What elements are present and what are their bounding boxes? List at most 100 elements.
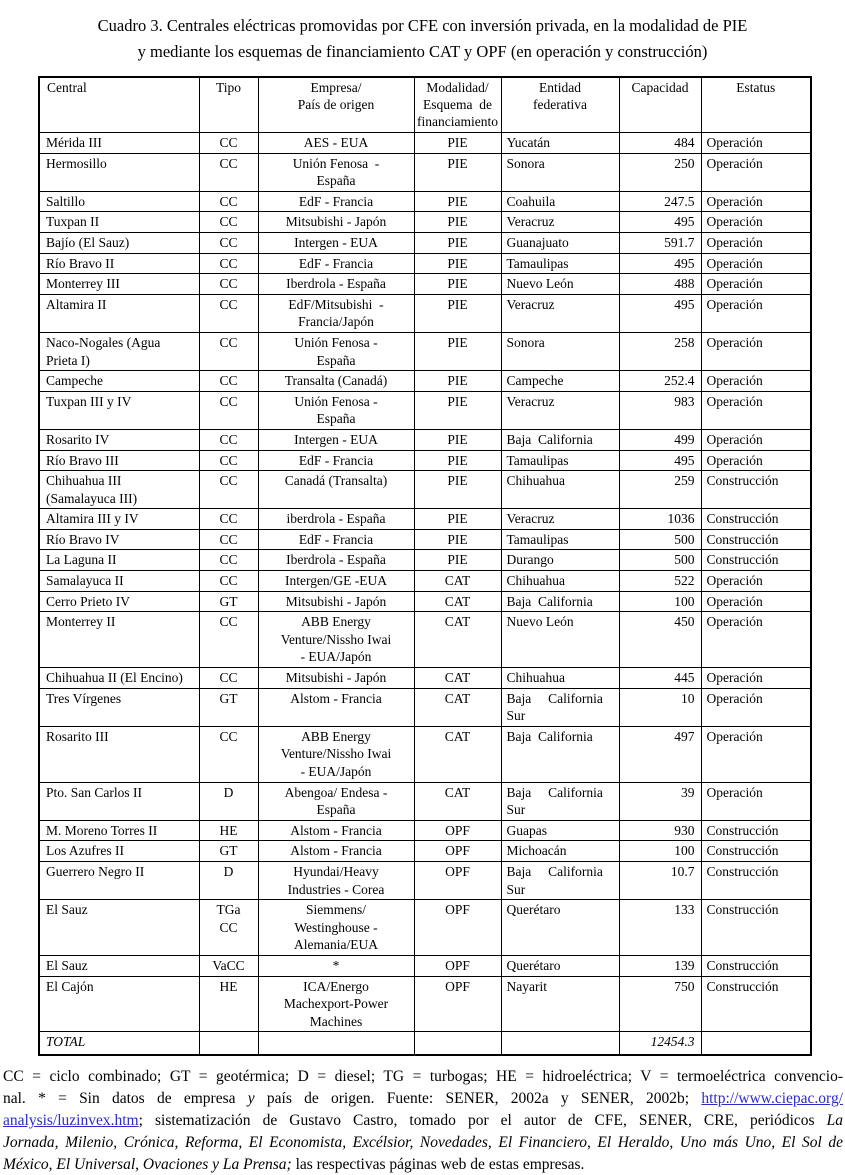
source-link[interactable]: analysis/luzinvex.htm bbox=[3, 1112, 139, 1129]
cell-estatus: Operación bbox=[701, 153, 811, 191]
cell-entidad: Veracruz bbox=[501, 212, 619, 233]
column-header-modalidad: Modalidad/ Esquema de financiamiento bbox=[414, 77, 501, 133]
footnote-text: ; sistematización de Gustavo Castro, tom… bbox=[139, 1112, 827, 1129]
cell-empresa: Unión Fenosa - España bbox=[258, 391, 414, 429]
cell-modalidad: PIE bbox=[414, 509, 501, 530]
cell-empresa: Unión Fenosa - España bbox=[258, 153, 414, 191]
title-line: y mediante los esquemas de financiamient… bbox=[0, 39, 845, 65]
cell-estatus: Operación bbox=[701, 668, 811, 689]
cell-capacidad: 500 bbox=[619, 529, 701, 550]
cell-tipo: CC bbox=[199, 274, 258, 295]
cell-empresa: Intergen - EUA bbox=[258, 429, 414, 450]
cell-estatus: Construcción bbox=[701, 976, 811, 1032]
cell-capacidad: 495 bbox=[619, 450, 701, 471]
cell-empresa: EdF - Francia bbox=[258, 191, 414, 212]
cell-entidad: Baja California bbox=[501, 726, 619, 782]
cell-capacidad: 983 bbox=[619, 391, 701, 429]
cell-estatus: Construcción bbox=[701, 955, 811, 976]
cell-empresa: AES - EUA bbox=[258, 133, 414, 154]
cell-capacidad: 10 bbox=[619, 688, 701, 726]
footnote-text: nal. * = Sin datos de empresa bbox=[3, 1090, 248, 1107]
column-header-empresa: Empresa/ País de origen bbox=[258, 77, 414, 133]
cell-tipo: CC bbox=[199, 232, 258, 253]
cell-capacidad: 250 bbox=[619, 153, 701, 191]
cell-central: Monterrey III bbox=[39, 274, 199, 295]
cell-empresa: EdF - Francia bbox=[258, 450, 414, 471]
cell-central: El Cajón bbox=[39, 976, 199, 1032]
cell-modalidad: OPF bbox=[414, 976, 501, 1032]
source-link[interactable]: http://www.ciepac.org/ bbox=[701, 1090, 843, 1107]
cell-modalidad: CAT bbox=[414, 591, 501, 612]
cell-capacidad: 495 bbox=[619, 253, 701, 274]
cell-modalidad: PIE bbox=[414, 371, 501, 392]
footnote-line: CC = ciclo combinado; GT = geotérmica; D… bbox=[3, 1066, 843, 1088]
cell-central: Chihuahua III (Samalayuca III) bbox=[39, 471, 199, 509]
cell-entidad: Baja California Sur bbox=[501, 782, 619, 820]
cell-estatus: Operación bbox=[701, 371, 811, 392]
cell-estatus: Construcción bbox=[701, 550, 811, 571]
cell-capacidad: 100 bbox=[619, 591, 701, 612]
cell-tipo: CC bbox=[199, 371, 258, 392]
cell-estatus: Construcción bbox=[701, 900, 811, 956]
cell-modalidad: PIE bbox=[414, 550, 501, 571]
cell-estatus: Operación bbox=[701, 450, 811, 471]
cell-capacidad: 39 bbox=[619, 782, 701, 820]
cell-central: Samalayuca II bbox=[39, 571, 199, 592]
cell-capacidad: 10.7 bbox=[619, 861, 701, 899]
footnote-line: México, El Universal, Ovaciones y La Pre… bbox=[3, 1154, 843, 1175]
cell-entidad: Tamaulipas bbox=[501, 450, 619, 471]
cell-empresa: Mitsubishi - Japón bbox=[258, 212, 414, 233]
cell-capacidad: 495 bbox=[619, 294, 701, 332]
cell-central: Naco-Nogales (Agua Prieta I) bbox=[39, 332, 199, 370]
cell-empresa: ABB Energy Venture/Nissho Iwai - EUA/Jap… bbox=[258, 726, 414, 782]
cell-empresa: EdF - Francia bbox=[258, 253, 414, 274]
cell-central: Hermosillo bbox=[39, 153, 199, 191]
cell-modalidad: OPF bbox=[414, 861, 501, 899]
cell-modalidad: PIE bbox=[414, 391, 501, 429]
cell-central: Rosarito III bbox=[39, 726, 199, 782]
footnote-line: Jornada, Milenio, Crónica, Reforma, El E… bbox=[3, 1132, 843, 1154]
cell-empresa: EdF - Francia bbox=[258, 529, 414, 550]
cell-entidad: Baja California bbox=[501, 591, 619, 612]
cell-modalidad: OPF bbox=[414, 820, 501, 841]
cell-capacidad: 100 bbox=[619, 841, 701, 862]
cell-central: M. Moreno Torres II bbox=[39, 820, 199, 841]
cell-modalidad: CAT bbox=[414, 612, 501, 668]
cell-capacidad: 930 bbox=[619, 820, 701, 841]
column-header-entidad: Entidad federativa bbox=[501, 77, 619, 133]
cell-central: Cerro Prieto IV bbox=[39, 591, 199, 612]
cell-entidad: Nayarit bbox=[501, 976, 619, 1032]
cell-entidad: Chihuahua bbox=[501, 668, 619, 689]
cell-central: Bajío (El Sauz) bbox=[39, 232, 199, 253]
cell-capacidad: 750 bbox=[619, 976, 701, 1032]
cell-central: Tuxpan III y IV bbox=[39, 391, 199, 429]
total-empty-cell bbox=[414, 1032, 501, 1056]
cell-tipo: CC bbox=[199, 726, 258, 782]
cell-entidad: Guanajuato bbox=[501, 232, 619, 253]
cell-tipo: CC bbox=[199, 133, 258, 154]
cell-estatus: Operación bbox=[701, 429, 811, 450]
cell-empresa: iberdrola - España bbox=[258, 509, 414, 530]
footnote-text: CC = ciclo combinado; GT = geotérmica; D… bbox=[3, 1068, 843, 1085]
cell-central: Río Bravo III bbox=[39, 450, 199, 471]
cell-estatus: Operación bbox=[701, 391, 811, 429]
cell-empresa: Alstom - Francia bbox=[258, 841, 414, 862]
cell-tipo: VaCC bbox=[199, 955, 258, 976]
cell-central: Tres Vírgenes bbox=[39, 688, 199, 726]
cell-capacidad: 247.5 bbox=[619, 191, 701, 212]
cell-capacidad: 522 bbox=[619, 571, 701, 592]
cell-tipo: CC bbox=[199, 391, 258, 429]
cell-estatus: Operación bbox=[701, 571, 811, 592]
cell-capacidad: 497 bbox=[619, 726, 701, 782]
cell-entidad: Chihuahua bbox=[501, 471, 619, 509]
